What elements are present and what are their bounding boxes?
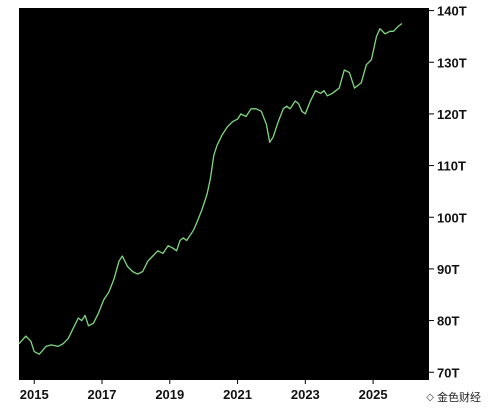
y-axis: 70T 80T 90T 100T 110T 120T 130T 140T: [429, 4, 467, 380]
x-axis: 2015 2017 2019 2021 2023 2025: [20, 380, 388, 402]
x-tick-label: 2023: [291, 387, 320, 402]
x-tick-label: 2017: [88, 387, 117, 402]
y-tick-label: 70T: [437, 365, 459, 380]
x-tick-label: 2025: [359, 387, 388, 402]
y-tick-label: 90T: [437, 262, 459, 277]
y-tick-label: 80T: [437, 314, 459, 329]
series-layer: [18, 22, 403, 355]
y-tick-label: 100T: [437, 210, 467, 225]
plot-area-background: [19, 8, 429, 380]
y-tick-label: 140T: [437, 4, 467, 19]
y-tick-label: 120T: [437, 107, 467, 122]
x-tick-label: 2021: [223, 387, 252, 402]
watermark-text: 金色财经: [437, 391, 481, 404]
watermark: ◇ 金色财经: [426, 389, 481, 405]
x-tick-label: 2019: [155, 387, 184, 402]
y-tick-label: 110T: [437, 159, 466, 174]
x-tick-label: 2015: [20, 387, 49, 402]
series-line: [18, 22, 403, 355]
watermark-logo-icon: ◇: [426, 391, 434, 403]
y-tick-label: 130T: [437, 55, 467, 70]
